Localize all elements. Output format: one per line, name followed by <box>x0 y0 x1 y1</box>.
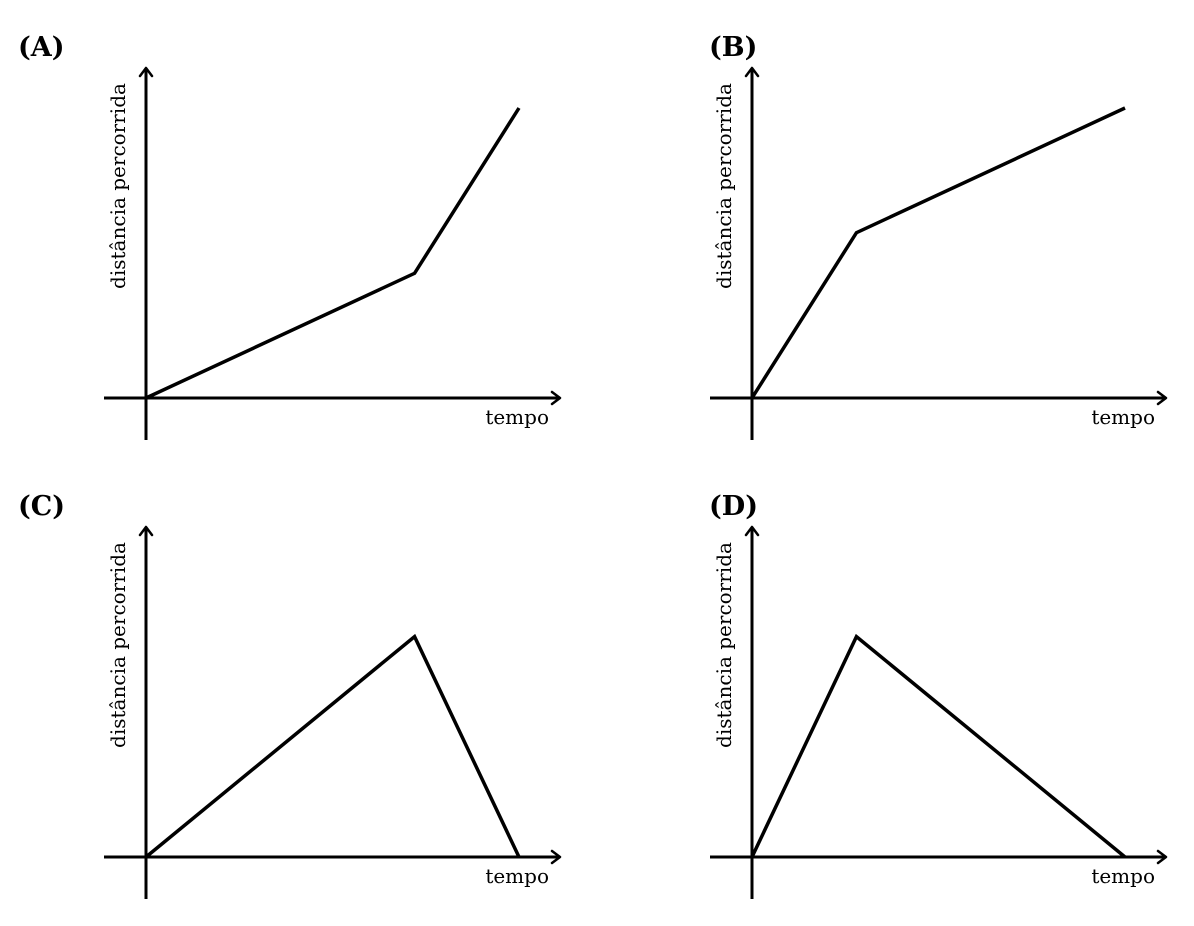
panel-c: (C) tempo distância percorrida <box>18 491 562 899</box>
y-axis-arrow-a <box>138 66 154 78</box>
panel-label-d: (D) <box>709 491 758 522</box>
x-axis-arrow-b <box>1156 390 1168 406</box>
x-axis-arrow-a <box>550 390 562 406</box>
x-axis-arrow-d <box>1156 849 1168 865</box>
x-axis-arrow-c <box>550 849 562 865</box>
x-axis-label-c: tempo <box>485 864 549 888</box>
series-line-b <box>750 106 1126 399</box>
y-axis-arrow-d <box>744 525 760 537</box>
y-axis-label-b: distância percorrida <box>712 83 736 289</box>
panel-d: (D) tempo distância percorrida <box>709 491 1168 899</box>
y-axis-label-c: distância percorrida <box>106 542 130 748</box>
y-axis-arrow-b <box>744 66 760 78</box>
series-line-d <box>750 633 1127 859</box>
series-line-c <box>144 633 521 859</box>
panel-label-c: (C) <box>18 491 65 522</box>
y-axis-label-d: distância percorrida <box>712 542 736 748</box>
panel-label-b: (B) <box>709 32 757 63</box>
x-axis-label-d: tempo <box>1091 864 1155 888</box>
y-axis-arrow-c <box>138 525 154 537</box>
x-axis-label-a: tempo <box>485 405 549 429</box>
x-axis-label-b: tempo <box>1091 405 1155 429</box>
y-axis-label-a: distância percorrida <box>106 83 130 289</box>
panel-b: (B) tempo distância percorrida <box>709 32 1168 440</box>
panel-a: (A) tempo distância percorrida <box>18 32 562 440</box>
panel-label-a: (A) <box>18 32 65 63</box>
series-line-a <box>145 107 521 400</box>
